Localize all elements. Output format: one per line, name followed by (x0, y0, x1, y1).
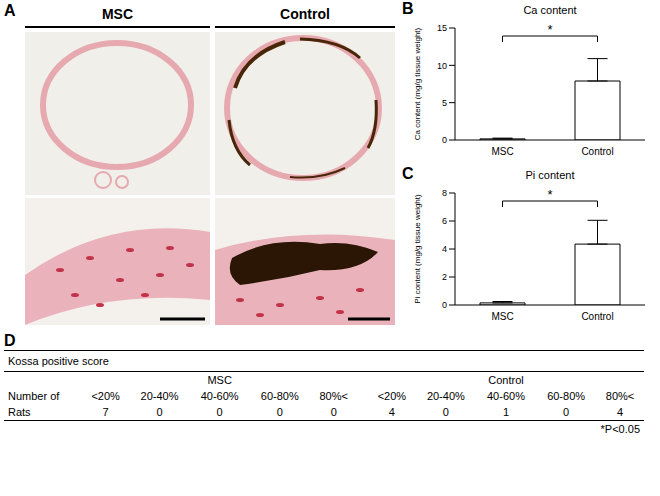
html-text:*P<0.05: *P<0.05 (600, 423, 640, 435)
svg-text:6: 6 (442, 216, 447, 226)
svg-text:Ca content (mg/g tissue weight: Ca content (mg/g tissue weight) (413, 27, 422, 140)
html-text:7: 7 (102, 406, 109, 418)
html-text:Ca content: Ca content (523, 4, 577, 16)
html-text:20-40%: 20-40% (426, 390, 465, 402)
html-text:A: A (4, 2, 16, 19)
svg-text:MSC: MSC (491, 146, 513, 157)
html-text:Kossa positive score: Kossa positive score (8, 355, 109, 367)
html-text:4: 4 (388, 406, 395, 418)
svg-text:8: 8 (442, 188, 447, 198)
svg-text:0: 0 (442, 300, 447, 310)
html-text:80%<: 80%< (605, 390, 635, 402)
html-text:Pi content: Pi content (525, 169, 575, 181)
svg-text:Control: Control (581, 146, 613, 157)
html-text:4: 4 (617, 406, 624, 418)
html-text:C: C (402, 165, 414, 182)
svg-text:MSC: MSC (491, 311, 513, 322)
html-text:60-80%: 60-80% (547, 390, 585, 402)
html-text:B: B (402, 0, 414, 17)
html-text:0: 0 (330, 406, 337, 418)
html-text:0: 0 (442, 406, 449, 418)
svg-text:15: 15 (437, 23, 447, 33)
svg-text:*: * (547, 22, 552, 37)
html-text:D: D (4, 332, 16, 349)
html-text:40-60%: 40-60% (487, 390, 525, 402)
html-text:0: 0 (276, 406, 283, 418)
html-text:80%<: 80%< (319, 390, 348, 402)
svg-text:2: 2 (442, 272, 447, 282)
html-text:1: 1 (502, 406, 509, 418)
html-text:Rats: Rats (8, 406, 31, 418)
svg-text:4: 4 (442, 244, 447, 254)
svg-text:5: 5 (442, 98, 447, 108)
html-text:0: 0 (563, 406, 570, 418)
html-text:Control: Control (488, 374, 524, 386)
svg-text:Control: Control (581, 311, 613, 322)
svg-text:Pi content (mg/g tissue weight: Pi content (mg/g tissue weight) (413, 194, 422, 304)
html-text:40-60%: 40-60% (200, 390, 239, 402)
html-text:MSC: MSC (101, 6, 134, 22)
html-text:60-80%: 60-80% (260, 390, 299, 402)
html-text:Control: Control (280, 6, 330, 22)
html-text:<20%: <20% (377, 390, 407, 402)
html-text:20-40%: 20-40% (140, 390, 179, 402)
html-text:MSC: MSC (207, 374, 232, 386)
html-text:0: 0 (156, 406, 163, 418)
html-text:0: 0 (216, 406, 223, 418)
html-text:Number of: Number of (8, 390, 60, 402)
svg-text:*: * (547, 187, 552, 202)
html-text:<20%: <20% (91, 390, 120, 402)
svg-text:10: 10 (437, 61, 447, 71)
svg-text:0: 0 (442, 135, 447, 145)
